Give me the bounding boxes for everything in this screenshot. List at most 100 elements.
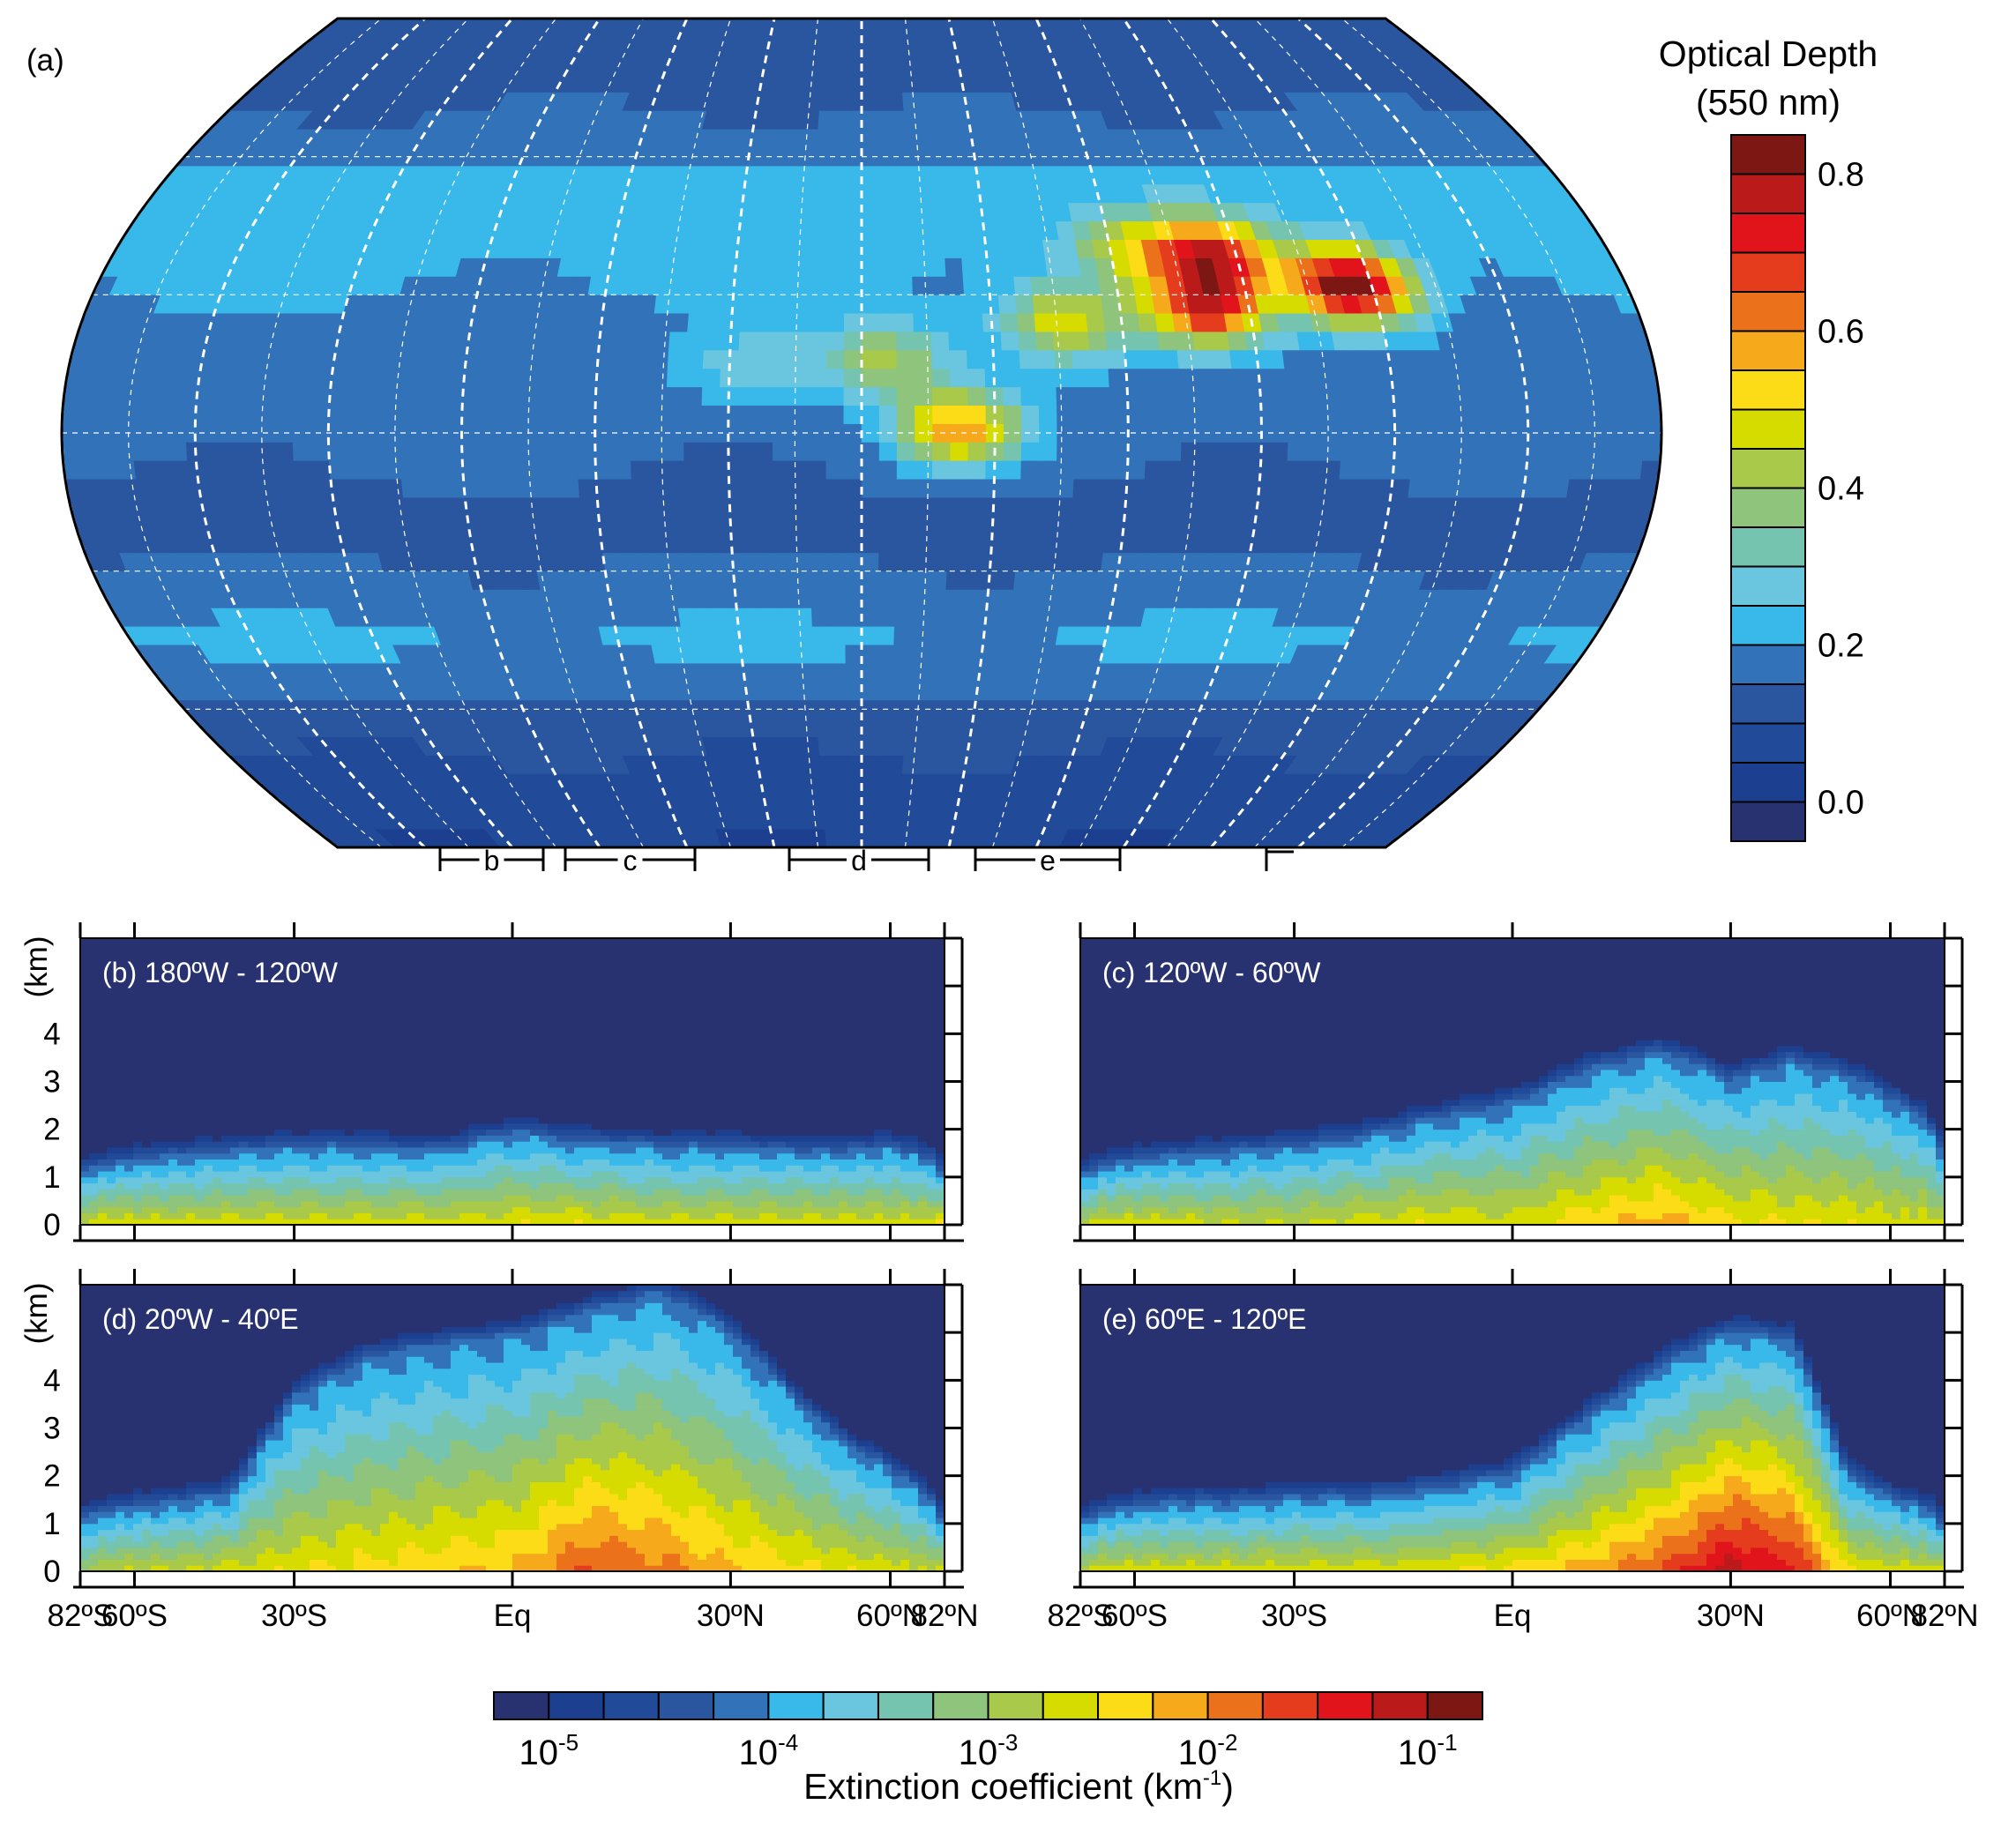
- heatmap-cell: [133, 944, 143, 951]
- map-cell: [809, 460, 826, 479]
- map-cell: [776, 571, 794, 590]
- heatmap-cell: [168, 1141, 178, 1147]
- heatmap-cell: [186, 1100, 196, 1106]
- map-cell: [1089, 497, 1108, 516]
- heatmap-cell: [160, 1153, 169, 1160]
- heatmap-cell: [107, 1201, 116, 1207]
- heatmap-cell: [168, 1010, 178, 1016]
- map-cell: [966, 516, 984, 534]
- map-cell: [1180, 460, 1198, 479]
- heatmap-cell: [186, 1111, 196, 1117]
- map-cell: [489, 406, 507, 424]
- heatmap-cell: [239, 1183, 249, 1189]
- map-cell: [1465, 406, 1483, 424]
- map-cell: [829, 221, 846, 240]
- heatmap-cell: [80, 1111, 90, 1117]
- map-cell: [698, 221, 716, 240]
- map-cell: [423, 516, 444, 534]
- map-cell: [862, 166, 877, 184]
- map-cell: [1038, 369, 1057, 387]
- map-cell: [862, 332, 879, 350]
- map-cell: [773, 479, 791, 497]
- heatmap-cell: [213, 1052, 222, 1058]
- map-cell: [997, 276, 1015, 295]
- map-cell: [1179, 369, 1198, 387]
- map-cell: [1015, 295, 1034, 313]
- heatmap-cell: [230, 998, 240, 1004]
- heatmap-cell: [168, 1028, 178, 1034]
- map-cell: [1335, 497, 1355, 516]
- map-cell: [829, 203, 846, 221]
- map-cell: [656, 571, 676, 590]
- map-cell: [949, 516, 967, 534]
- map-cell: [795, 608, 812, 626]
- aod-colorbar-title-line1: Optical Depth: [1659, 34, 1878, 74]
- heatmap-cell: [133, 1147, 143, 1153]
- map-segment-label: b: [484, 845, 500, 876]
- heatmap-cell: [124, 1177, 134, 1183]
- map-cell: [1057, 406, 1074, 424]
- heatmap-cell: [107, 1046, 116, 1052]
- map-cell: [1028, 258, 1048, 277]
- heatmap-cell: [151, 1147, 161, 1153]
- map-cell: [578, 387, 596, 406]
- heatmap-cell: [116, 1028, 125, 1034]
- map-cell: [685, 497, 704, 516]
- map-cell: [862, 497, 879, 516]
- map-cell: [1482, 442, 1501, 460]
- map-cell: [1297, 332, 1318, 350]
- heatmap-cell: [186, 1195, 196, 1201]
- heatmap-cell: [89, 1057, 99, 1063]
- aod-colorbar-tick-label: 0.2: [1818, 628, 1864, 665]
- map-cell: [791, 387, 809, 406]
- map-cell: [1190, 313, 1210, 332]
- heatmap-cell: [186, 1070, 196, 1076]
- heatmap-cell: [213, 951, 222, 957]
- map-cell: [684, 460, 703, 479]
- map-cell: [294, 460, 313, 479]
- map-segment-label: c: [623, 845, 638, 876]
- heatmap-cell: [186, 1130, 196, 1136]
- map-cell: [766, 663, 784, 682]
- map-cell: [649, 369, 668, 387]
- map-cell: [966, 332, 984, 350]
- heatmap-cell: [160, 1010, 169, 1016]
- heatmap-cell: [160, 998, 169, 1004]
- map-cell: [821, 773, 836, 792]
- map-cell: [849, 810, 862, 829]
- map-cell: [794, 773, 810, 792]
- map-cell: [1393, 387, 1412, 406]
- map-cell: [805, 93, 820, 111]
- heatmap-cell: [98, 1117, 108, 1123]
- heatmap-cell: [107, 1010, 116, 1016]
- map-cell: [955, 663, 973, 682]
- map-cell: [579, 369, 597, 387]
- map-cell: [862, 571, 878, 590]
- map-cell: [879, 406, 897, 424]
- heatmap-cell: [213, 1165, 222, 1171]
- heatmap-cell: [168, 1189, 178, 1195]
- heatmap-cell: [116, 1153, 125, 1160]
- map-cell: [1285, 369, 1304, 387]
- map-cell: [631, 479, 650, 497]
- map-cell: [628, 240, 648, 258]
- heatmap-cell: [160, 1022, 169, 1028]
- heatmap-cell: [213, 1130, 222, 1136]
- map-cell: [554, 571, 574, 590]
- heatmap-cell: [186, 992, 196, 998]
- heatmap-cell: [204, 1028, 213, 1034]
- map-cell: [681, 626, 700, 645]
- heatmap-cell: [80, 1130, 90, 1136]
- aod-colorbar-swatch: [1731, 527, 1805, 567]
- map-cell: [862, 719, 877, 737]
- heatmap-cell: [107, 1028, 116, 1034]
- map-cell: [1447, 406, 1466, 424]
- aod-colorbar-swatch: [1731, 135, 1805, 175]
- map-cell: [625, 590, 645, 608]
- heatmap-cell: [160, 1100, 169, 1106]
- heatmap-cell: [133, 1141, 143, 1147]
- map-cell: [546, 516, 565, 534]
- heatmap-cell: [116, 1183, 125, 1189]
- map-cell: [1145, 387, 1163, 406]
- map-cell: [1280, 332, 1300, 350]
